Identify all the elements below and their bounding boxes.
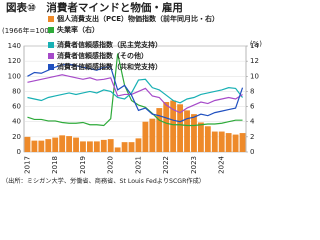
bar [211,131,218,152]
bar [163,102,170,152]
line [27,74,243,114]
chart: 図表⑩ 消費者マインドと物価・雇用 (1966年=100) (%) （出所：ミシ… [2,1,262,185]
y2-axis-label: (%) [250,40,262,48]
bar [135,138,142,152]
bar [86,141,93,152]
x-tick-label: 2018 [51,156,59,174]
x-tick-label: 2017 [23,156,31,174]
bar [38,140,45,152]
line [27,78,244,104]
legend-label: 失業率（右） [57,25,99,34]
y-tick-label: 120 [8,57,21,65]
bar [239,133,246,152]
bar [93,141,100,152]
bar [80,141,86,152]
x-tick-label: 2019 [79,156,87,174]
legend-label: 消費者信頼感指数（その他） [57,51,148,60]
y-tick-label: 40 [12,118,21,126]
legend-swatch [48,27,54,33]
bar [121,142,128,152]
bar [149,118,156,152]
bar [52,137,59,152]
y2-tick-label: 4 [250,118,255,126]
legend-swatch [48,53,54,59]
bar [45,139,52,152]
bar [100,139,107,152]
bar [204,126,211,152]
x-tick-label: 2024 [218,155,226,173]
bar [142,121,149,152]
y-axis-label: (1966年=100) [2,26,52,35]
chart-title: 図表⑩ 消費者マインドと物価・雇用 [6,1,183,14]
bar [66,136,73,152]
line [27,63,244,123]
bar [114,147,121,152]
bar [197,122,204,152]
bar [232,134,239,152]
bar [184,110,190,152]
bar [225,133,232,152]
legend-label: 消費者信頼感指数（民主党支持） [57,40,162,49]
bar [128,142,135,152]
y2-tick-label: 6 [250,103,255,111]
legend-swatch [48,42,54,48]
source-note: （出所：ミシガン大学、労働省、商務省、St Louis FedよりSCGR作成） [2,177,205,185]
x-tick-label: 2020 [107,156,115,174]
y2-tick-label: 8 [250,87,254,95]
bar [156,108,163,152]
y-tick-label: 20 [12,133,21,141]
y2-tick-label: 0 [250,148,254,156]
bar [177,104,184,152]
x-tick-label: 2022 [162,156,170,174]
bar [107,139,114,152]
y2-tick-label: 12 [250,57,259,65]
bar [24,136,31,152]
y-tick-label: 60 [12,103,21,111]
bar [73,137,79,152]
bar [170,100,177,152]
bar [31,140,38,152]
y2-tick-label: 10 [250,72,259,80]
y-tick-label: 100 [8,72,21,80]
x-tick-label: 2021 [134,156,142,174]
y-tick-label: 140 [8,42,21,50]
legend-swatch [48,16,54,22]
legend-label: 個人消費支出（PCE）物価指数（前年同月比・右） [56,14,219,23]
y2-tick-label: 2 [250,133,254,141]
legend-swatch [48,64,54,70]
legend-label: 消費者信頼感指数（共和党支持） [57,62,162,71]
bar [218,131,225,152]
y2-tick-label: 14 [250,42,259,50]
bar [59,135,66,152]
x-tick-label: 2023 [190,156,198,174]
bar [191,114,197,152]
y-tick-label: 0 [17,148,21,156]
y-tick-label: 80 [12,87,21,95]
